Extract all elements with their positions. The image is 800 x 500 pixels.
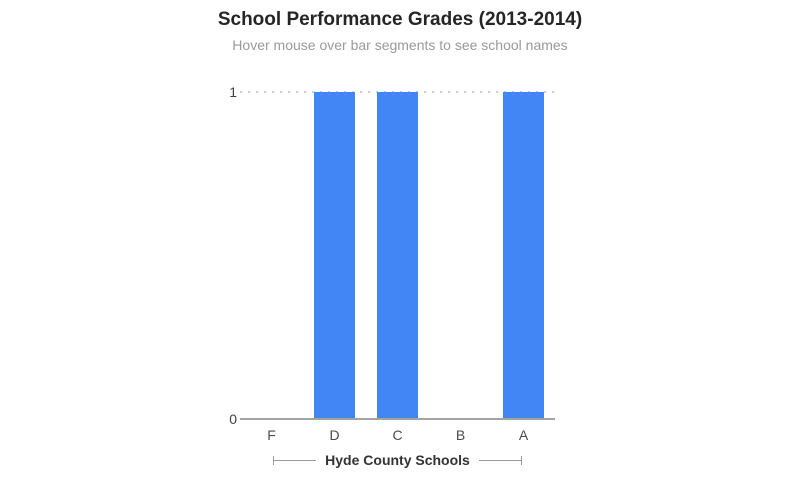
plot-area (240, 91, 555, 420)
bars-layer (240, 92, 555, 419)
y-tick-label-0: 0 (229, 411, 237, 427)
x-axis-title-row: Hyde County Schools (240, 451, 555, 469)
x-tick-label-A: A (518, 427, 529, 443)
bar-C[interactable] (377, 92, 418, 419)
chart-subtitle: Hover mouse over bar segments to see sch… (232, 37, 568, 53)
y-tick-label-1: 1 (229, 84, 237, 100)
x-tick-label-C: C (392, 427, 403, 443)
bracket-left-line (273, 455, 317, 465)
x-tick-label-F: F (267, 427, 276, 443)
bar-D[interactable] (314, 92, 355, 419)
chart-title: School Performance Grades (2013-2014) (217, 9, 583, 30)
x-tick-label-D: D (329, 427, 340, 443)
x-tick-label-B: B (455, 427, 466, 443)
bar-A[interactable] (503, 92, 544, 419)
x-axis-baseline (240, 418, 555, 420)
x-axis-title: Hyde County Schools (325, 452, 470, 468)
bracket-right-line (478, 455, 522, 465)
